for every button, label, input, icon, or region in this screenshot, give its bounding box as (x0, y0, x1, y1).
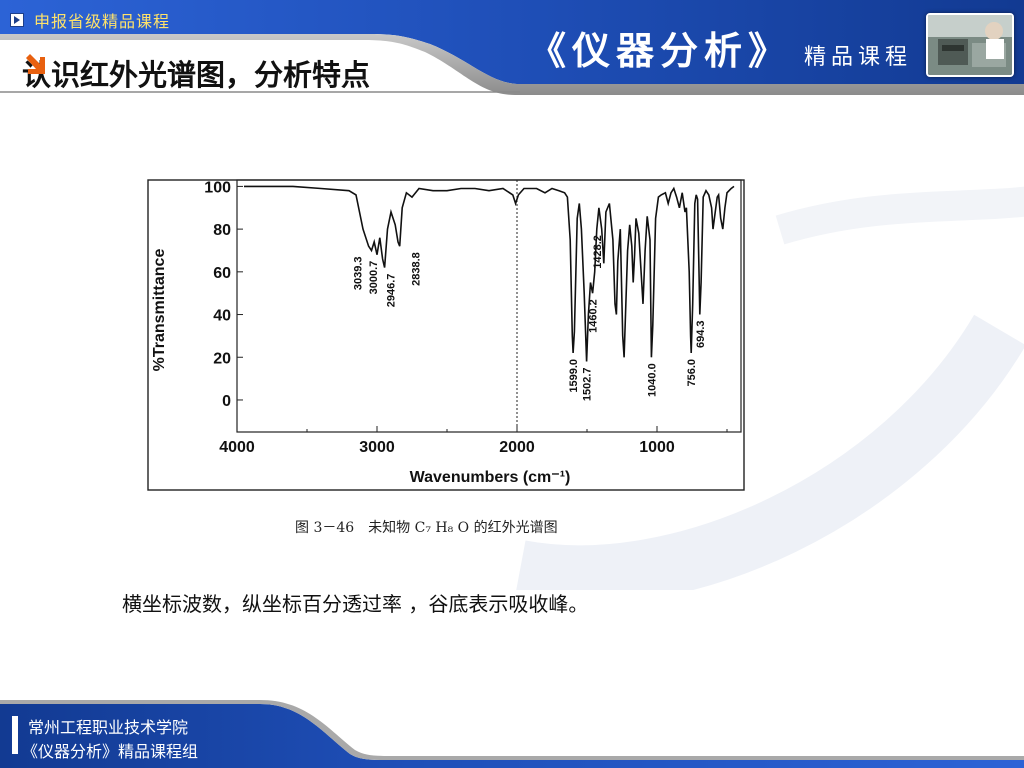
course-tag: 申报省级精品课程 (10, 9, 170, 31)
peak-label: 694.3 (695, 321, 707, 349)
peak-label: 2946.7 (386, 274, 398, 308)
peak-labels: 3039.3 3000.7 2946.7 2838.8 1599.0 1502.7 1460… (353, 235, 707, 401)
slide-title-row: 认识红外光谱图，分析特点 (22, 52, 370, 94)
body-text: 横坐标波数，纵坐标百分透过率 ，谷底表示吸收峰。 (122, 592, 589, 616)
x-tick-label: 1000 (639, 439, 675, 456)
peak-label: 2838.8 (411, 252, 423, 286)
slide-header: 申报省级精品课程 认识红外光谱图，分析特点 《仪器分析》 精品课程 (0, 0, 1024, 100)
peak-label: 1428.2 (592, 235, 604, 269)
y-axis-label: %Transmittance (151, 249, 168, 372)
ir-spectrum-figure: 4000 3000 2000 1000 100 80 60 40 20 0 3039.3 3000… (120, 160, 780, 560)
y-axis: 100 80 60 40 20 0 (204, 179, 243, 410)
peak-label: 756.0 (686, 359, 698, 387)
slide-title: 认识红外光谱图，分析特点 (22, 58, 371, 92)
x-tick-label: 2000 (499, 439, 535, 456)
y-tick-label: 20 (213, 350, 231, 367)
figure-caption: 图 3－46 未知物 C₇ H₈ O 的红外光谱图 (295, 520, 558, 536)
play-icon (10, 13, 24, 27)
x-axis-label: Wavenumbers (cm⁻¹) (410, 469, 571, 486)
peak-label: 3000.7 (368, 261, 380, 295)
lab-photo (926, 13, 1014, 77)
ir-spectrum-chart: 4000 3000 2000 1000 100 80 60 40 20 0 3039.3 3000… (147, 179, 745, 491)
footer-institution: 常州工程职业技术学院 (28, 718, 189, 737)
course-brand: 《仪器分析》 精品课程 (528, 20, 912, 75)
y-tick-label: 100 (204, 179, 231, 196)
peak-label: 1460.2 (588, 299, 600, 333)
course-brand-subtitle: 精品课程 (804, 45, 913, 70)
peak-label: 1599.0 (568, 359, 580, 393)
peak-label: 1502.7 (582, 368, 594, 402)
plot-area (236, 179, 742, 433)
y-tick-label: 80 (213, 222, 231, 239)
figure-border (147, 179, 745, 491)
header-background (0, 0, 1024, 95)
y-tick-label: 0 (222, 393, 231, 410)
course-tag-label: 申报省级精品课程 (34, 12, 171, 31)
x-axis: 4000 3000 2000 1000 (219, 426, 728, 456)
background-watermark (516, 186, 1024, 590)
y-tick-label: 60 (213, 265, 231, 282)
footer-course-group: 《仪器分析》精品课程组 (22, 742, 199, 761)
peak-label: 3039.3 (353, 257, 365, 291)
course-brand-title: 《仪器分析》 (528, 28, 793, 73)
x-tick-label: 4000 (219, 439, 255, 456)
footer-background (0, 700, 1024, 768)
slide-footer (0, 700, 1024, 768)
arrow-down-right-icon (26, 54, 45, 74)
y-tick-label: 40 (213, 308, 231, 325)
spectrum-line (244, 185, 735, 362)
footer-accent-bar (12, 716, 18, 754)
peak-label: 1040.0 (646, 363, 658, 397)
x-tick-label: 3000 (359, 439, 395, 456)
